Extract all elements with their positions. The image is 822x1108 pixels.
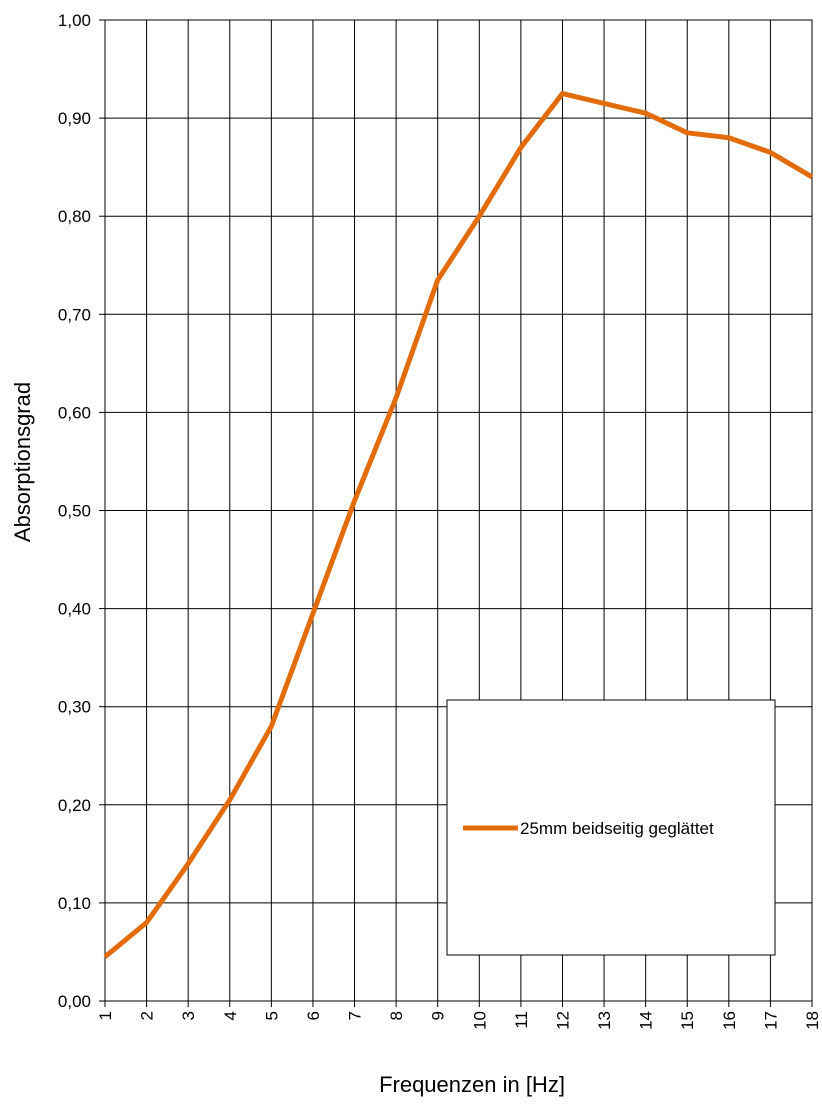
y-tick-label: 0,80 [58,207,91,226]
y-tick-label: 0,30 [58,698,91,717]
x-tick-label: 13 [595,1011,614,1030]
y-axis-label: Absorptionsgrad [10,382,35,542]
y-tick-label: 0,20 [58,796,91,815]
x-tick-label: 5 [262,1011,281,1020]
x-tick-label: 18 [803,1011,822,1030]
x-tick-label: 6 [304,1011,323,1020]
x-tick-label: 10 [470,1011,489,1030]
y-tick-label: 0,50 [58,502,91,521]
y-axis-ticks: 0,00 0,10 0,20 0,30 0,40 0,50 0,60 0,70 0,80 0,90… [58,11,105,1011]
x-tick-label: 3 [179,1011,198,1020]
x-tick-label: 8 [387,1011,406,1020]
y-tick-label: 0,60 [58,403,91,422]
series-layer [103,91,814,959]
legend-label: 25mm beidseitig geglättet [520,819,714,838]
x-tick-label: 4 [221,1011,240,1020]
x-tick-label: 15 [678,1011,697,1030]
y-tick-label: 0,40 [58,600,91,619]
x-tick-label: 9 [429,1011,448,1020]
x-tick-label: 12 [553,1011,572,1030]
y-tick-label: 0,90 [58,109,91,128]
y-tick-label: 0,10 [58,894,91,913]
y-tick-label: 0,70 [58,305,91,324]
x-tick-label: 7 [346,1011,365,1020]
x-tick-label: 1 [96,1011,115,1020]
legend: 25mm beidseitig geglättet [446,699,776,956]
x-tick-label: 16 [720,1011,739,1030]
x-tick-label: 2 [138,1011,157,1020]
x-axis-ticks: 1 2 3 4 5 6 7 8 9 10 11 12 13 14 15 16 17 18 [96,1001,822,1030]
y-tick-label: 0,00 [58,992,91,1011]
series-line [103,91,814,959]
y-tick-label: 1,00 [58,11,91,30]
x-tick-label: 11 [512,1011,531,1029]
x-tick-label: 14 [637,1011,656,1030]
x-axis-label: Frequenzen in [Hz] [379,1072,565,1097]
x-tick-label: 17 [761,1011,780,1030]
